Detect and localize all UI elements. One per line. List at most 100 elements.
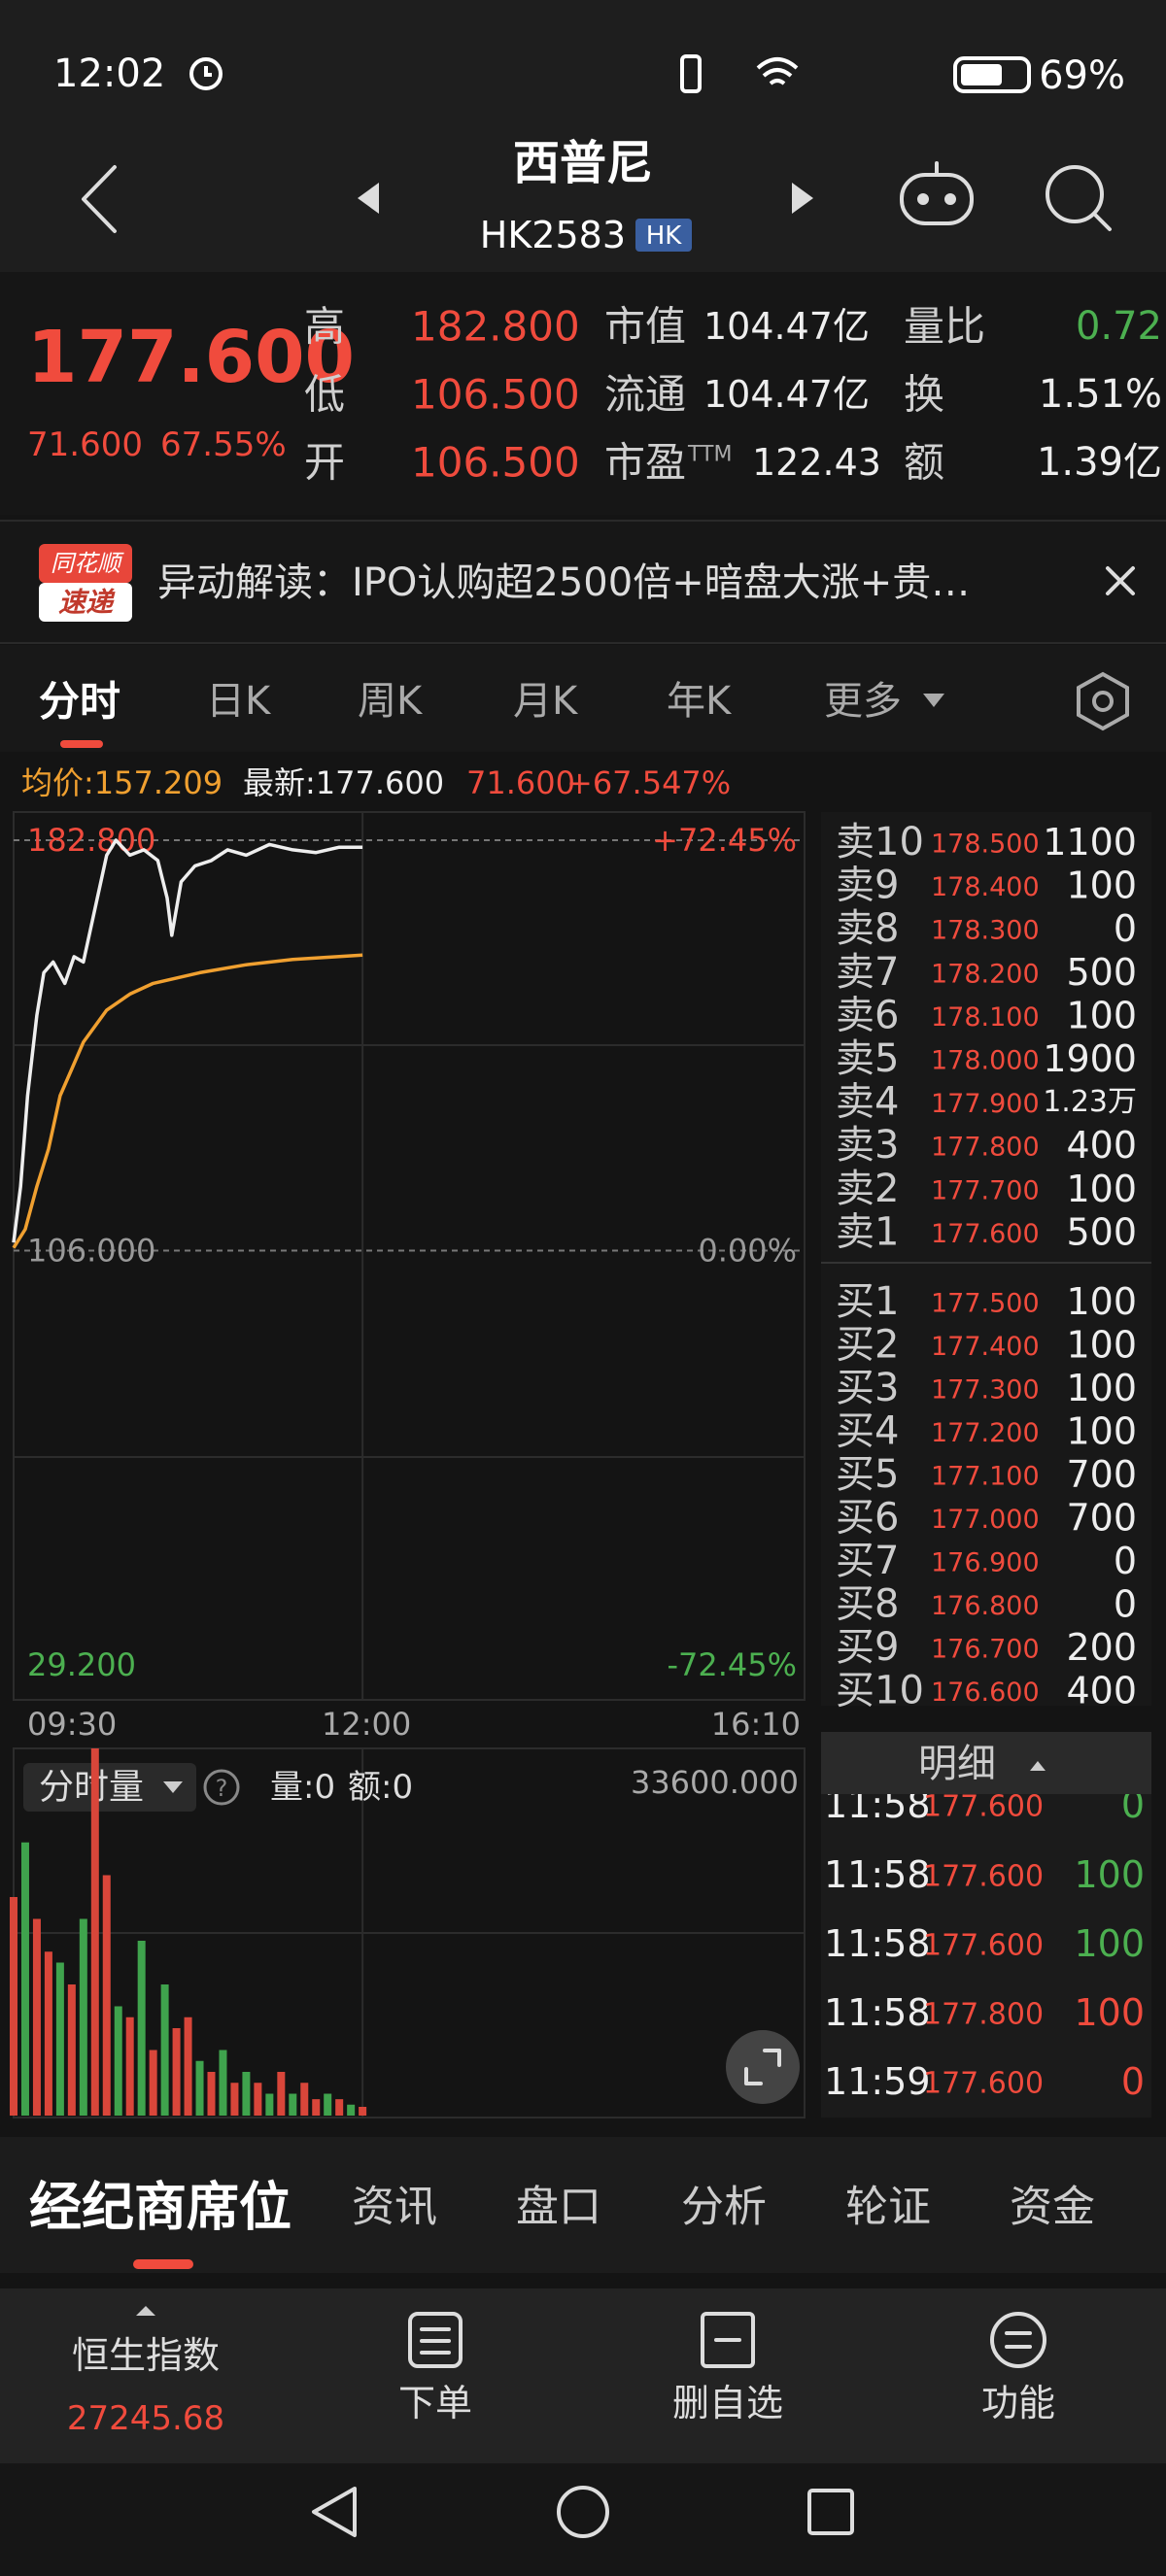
bottom-tab[interactable]: 资金 <box>1010 2183 1095 2232</box>
volume-selector[interactable] <box>23 1763 196 1812</box>
chart-tab[interactable]: 周K <box>358 679 424 724</box>
volume-bar <box>277 2072 286 2116</box>
robot-button[interactable] <box>900 161 974 225</box>
order-price: 177.700 <box>931 1175 1040 1205</box>
bottom-tab[interactable]: 轮证 <box>845 2183 931 2232</box>
chart-tab[interactable]: 分时 <box>39 678 120 726</box>
tick-price: 177.600 <box>923 1860 1044 1894</box>
news-badge <box>39 544 132 583</box>
stat-label: 换 <box>904 371 944 419</box>
volume-bar <box>20 1842 29 2116</box>
settings-dot <box>1092 691 1114 712</box>
order-price: 178.300 <box>931 916 1040 946</box>
order-volume: 700 <box>1066 1453 1137 1496</box>
order-price: 177.900 <box>931 1089 1040 1119</box>
prev-stock[interactable] <box>358 183 379 214</box>
order-price: 176.900 <box>931 1548 1040 1578</box>
close-news[interactable] <box>1106 566 1135 595</box>
tick-price: 177.600 <box>923 1929 1044 1963</box>
bottom-tab[interactable]: 盘口 <box>516 2183 601 2232</box>
order-volume: 700 <box>1066 1497 1137 1540</box>
tick-volume: 0 <box>1121 2060 1145 2103</box>
back-button[interactable] <box>82 165 117 233</box>
tick-price: 177.600 <box>923 1790 1044 1824</box>
order-volume: 500 <box>1066 951 1137 994</box>
chart-tab[interactable]: 月K <box>513 679 579 724</box>
toolbar-button[interactable]: 删自选 <box>672 2382 783 2424</box>
news-badge-top: 同花顺 <box>51 550 124 577</box>
chart-tab[interactable]: 日K <box>206 679 272 724</box>
stat-label: 市值 <box>604 303 686 351</box>
x-tick-label: 12:00 <box>322 1706 411 1743</box>
volume-bar <box>67 1984 76 2116</box>
selector-arrow <box>163 1781 183 1793</box>
status-icons <box>189 54 1031 93</box>
tick-volume: 100 <box>1074 1991 1145 2034</box>
chart-frame <box>13 811 806 2118</box>
stock-code: HK2583 <box>480 214 626 256</box>
bottom-tab[interactable]: 分析 <box>681 2183 767 2232</box>
news-badge-lower <box>39 583 132 622</box>
nav-home[interactable] <box>557 2486 609 2538</box>
order-level: 买2 <box>836 1323 899 1368</box>
y-tick-label: 106.000 <box>27 1233 155 1270</box>
settings-button[interactable] <box>1077 671 1129 731</box>
nav-recent[interactable] <box>807 2489 854 2535</box>
stat-label: 开 <box>304 439 345 487</box>
y-pct-label: +72.45% <box>652 822 797 859</box>
next-stock[interactable] <box>792 183 813 214</box>
order-level: 买10 <box>836 1669 924 1713</box>
order-volume: 100 <box>1066 1410 1137 1453</box>
volume-bar <box>324 2093 332 2116</box>
order-price: 178.100 <box>931 1002 1040 1033</box>
search-button[interactable] <box>1046 165 1112 231</box>
order-price: 178.200 <box>931 959 1040 989</box>
nav-back[interactable] <box>312 2487 357 2537</box>
chart-tab[interactable]: 年K <box>667 679 733 724</box>
volume-bar <box>55 1962 64 2116</box>
sort-arrow <box>1030 1761 1046 1771</box>
order-level: 卖6 <box>836 993 899 1037</box>
ticks-title: 明细 <box>918 1742 996 1786</box>
order-level: 买3 <box>836 1366 899 1410</box>
stat-value: 106.500 <box>411 371 580 419</box>
volume-bar <box>219 2050 227 2116</box>
order-icon <box>408 2312 463 2368</box>
order-volume: 0 <box>1114 907 1137 950</box>
order-price: 178.000 <box>931 1046 1040 1076</box>
tabs-bg <box>0 645 1166 752</box>
volume-bar <box>149 2050 157 2116</box>
news-text[interactable]: 异动解读：IPO认购超2500倍+暗盘大涨+贵… <box>157 560 970 605</box>
volume-bar <box>335 2099 344 2116</box>
order-level: 买5 <box>836 1452 899 1497</box>
index-name[interactable]: 恒生指数 <box>72 2334 220 2377</box>
volume-bar <box>79 1918 87 2116</box>
bottom-tabs-bg <box>0 2137 1166 2273</box>
news-badge-bottom: 速递 <box>58 587 116 619</box>
order-volume: 1.23万 <box>1043 1085 1137 1119</box>
latest-price: 最新:177.600 <box>243 764 444 801</box>
info-change: 71.600 <box>466 764 575 801</box>
order-level: 买1 <box>836 1279 899 1324</box>
expand-button[interactable] <box>726 2030 800 2104</box>
x-tick-label: 09:30 <box>27 1706 117 1743</box>
bottom-tab[interactable]: 资讯 <box>352 2183 437 2232</box>
market-badge <box>635 219 692 252</box>
menu-icon <box>990 2312 1046 2368</box>
bottom-tab[interactable]: 经纪商席位 <box>29 2177 292 2238</box>
help-icon[interactable] <box>203 1769 240 1806</box>
stat-label: 量比 <box>904 303 985 351</box>
order-level: 卖5 <box>836 1036 899 1081</box>
toolbar-button[interactable]: 下单 <box>398 2382 472 2424</box>
order-volume: 100 <box>1066 1367 1137 1409</box>
order-price: 177.400 <box>931 1332 1040 1362</box>
order-level: 买4 <box>836 1409 899 1454</box>
stat-value: 182.800 <box>411 303 580 351</box>
order-level: 买8 <box>836 1582 899 1627</box>
toolbar-button[interactable]: 功能 <box>981 2382 1055 2424</box>
price-change-pct: 67.55% <box>160 425 287 464</box>
tab-indicator <box>60 740 103 748</box>
volume-bar <box>125 2017 134 2116</box>
chart-tab[interactable]: 更多 <box>824 679 902 724</box>
info-change-pct: +67.547% <box>566 764 731 801</box>
